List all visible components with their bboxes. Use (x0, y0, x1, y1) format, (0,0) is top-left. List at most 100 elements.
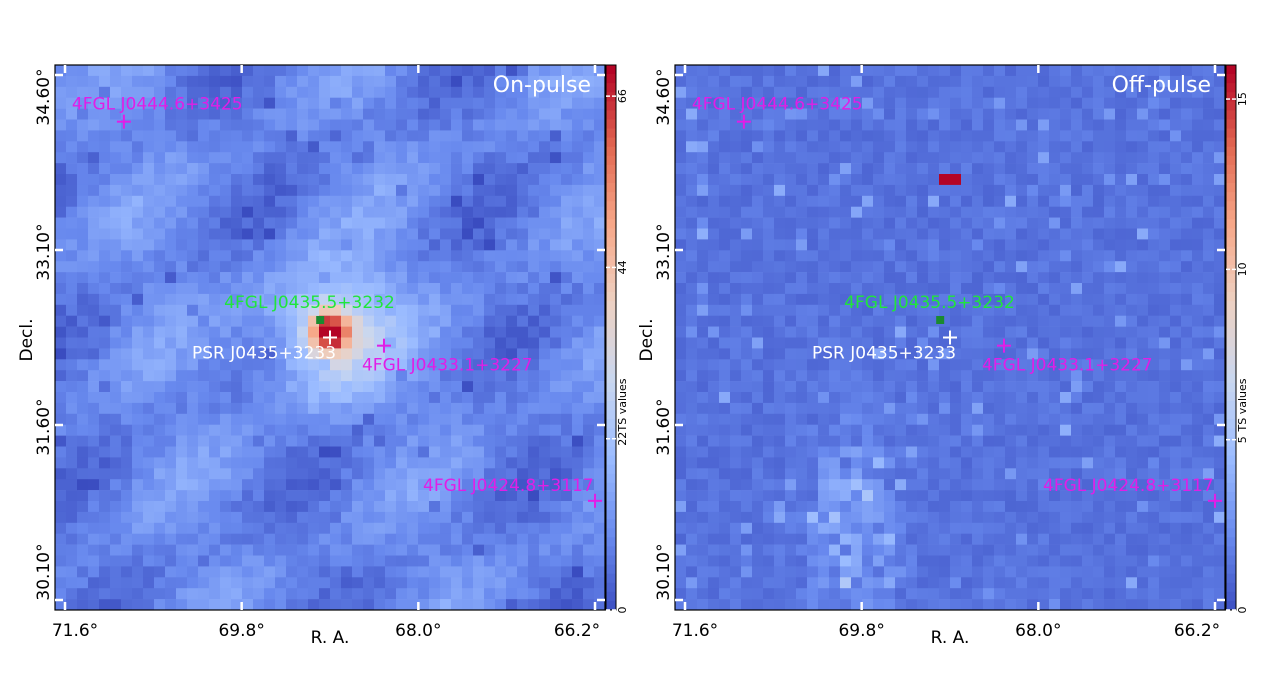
heatmap-cell (418, 522, 430, 534)
heatmap-cell (862, 217, 874, 229)
heatmap-cell (374, 402, 386, 415)
heatmap-cell (741, 86, 753, 98)
heatmap-cell (594, 239, 606, 251)
heatmap-cell (143, 163, 155, 175)
heatmap-cell (286, 337, 298, 349)
heatmap-cell (851, 206, 863, 218)
heatmap-cell (440, 206, 452, 218)
heatmap-cell (697, 522, 709, 534)
heatmap-cell (972, 75, 984, 88)
heatmap-cell (253, 239, 265, 251)
heatmap-cell (1027, 163, 1039, 175)
heatmap-cell (928, 533, 940, 545)
heatmap-cell (99, 566, 111, 578)
heatmap-cell (807, 293, 819, 306)
heatmap-cell (851, 130, 863, 142)
heatmap-cell (961, 424, 973, 436)
heatmap-cell (528, 261, 540, 273)
heatmap-cell (352, 402, 364, 415)
heatmap-cell (253, 370, 265, 382)
heatmap-cell (697, 217, 709, 229)
heatmap-cell (961, 152, 973, 164)
heatmap-cell (895, 501, 907, 513)
heatmap-cell (1181, 326, 1193, 338)
heatmap-cell (950, 435, 962, 447)
heatmap-cell (572, 446, 584, 458)
heatmap-cell (198, 304, 210, 316)
heatmap-cell (319, 152, 331, 164)
heatmap-cell (110, 206, 122, 218)
heatmap-cell (1148, 250, 1160, 262)
heatmap-cell (862, 206, 874, 218)
heatmap-cell (719, 261, 731, 273)
heatmap-cell (308, 326, 320, 338)
heatmap-cell (807, 348, 819, 360)
heatmap-cell (1148, 272, 1160, 284)
heatmap-cell (884, 184, 896, 197)
heatmap-cell (517, 588, 529, 600)
heatmap-cell (708, 413, 720, 425)
heatmap-cell (807, 261, 819, 273)
heatmap-cell (176, 599, 188, 611)
heatmap-cell (862, 468, 874, 480)
heatmap-cell (407, 206, 419, 218)
heatmap-cell (972, 283, 984, 295)
heatmap-cell (418, 413, 430, 425)
heatmap-cell (165, 75, 177, 88)
heatmap-cell (873, 293, 885, 306)
heatmap-cell (818, 544, 830, 556)
heatmap-cell (187, 250, 199, 262)
heatmap-cell (1049, 272, 1061, 284)
heatmap-cell (506, 65, 518, 77)
heatmap-cell (484, 141, 496, 153)
heatmap-cell (1104, 152, 1116, 164)
heatmap-cell (1126, 130, 1138, 142)
heatmap-cell (862, 457, 874, 469)
heatmap-cell (253, 522, 265, 534)
heatmap-cell (1005, 206, 1017, 218)
heatmap-cell (752, 370, 764, 382)
heatmap-cell (308, 108, 320, 120)
heatmap-cell (561, 479, 573, 491)
heatmap-cell (429, 402, 441, 415)
heatmap-cell (561, 250, 573, 262)
heatmap-cell (297, 228, 309, 240)
heatmap-cell (264, 435, 276, 447)
heatmap-cell (741, 468, 753, 480)
heatmap-cell (1038, 533, 1050, 545)
heatmap-cell (818, 163, 830, 175)
heatmap-cell (950, 184, 962, 197)
heatmap-cell (242, 501, 254, 513)
heatmap-cell (55, 435, 67, 447)
heatmap-cell (807, 577, 819, 589)
heatmap-cell (242, 479, 254, 491)
heatmap-cell (220, 272, 232, 284)
heatmap-cell (429, 86, 441, 98)
heatmap-cell (66, 544, 78, 556)
heatmap-cell (884, 402, 896, 415)
heatmap-cell (763, 435, 775, 447)
heatmap-cell (209, 75, 221, 88)
heatmap-cell (374, 348, 386, 360)
heatmap-cell (110, 65, 122, 77)
heatmap-cell (697, 479, 709, 491)
heatmap-cell (983, 446, 995, 458)
heatmap-cell (550, 435, 562, 447)
heatmap-cell (550, 555, 562, 567)
heatmap-cell (462, 119, 474, 131)
heatmap-cell (286, 174, 298, 186)
heatmap-cell (451, 315, 463, 327)
colorbar-step (606, 401, 616, 411)
heatmap-cell (851, 402, 863, 415)
heatmap-cell (1148, 446, 1160, 458)
heatmap-cell (994, 75, 1006, 88)
heatmap-cell (1159, 348, 1171, 360)
heatmap-cell (950, 490, 962, 502)
heatmap-cell (506, 544, 518, 556)
heatmap-cell (774, 293, 786, 306)
heatmap-cell (253, 588, 265, 600)
heatmap-cell (572, 511, 584, 524)
heatmap-cell (242, 490, 254, 502)
heatmap-cell (374, 141, 386, 153)
heatmap-cell (594, 555, 606, 567)
